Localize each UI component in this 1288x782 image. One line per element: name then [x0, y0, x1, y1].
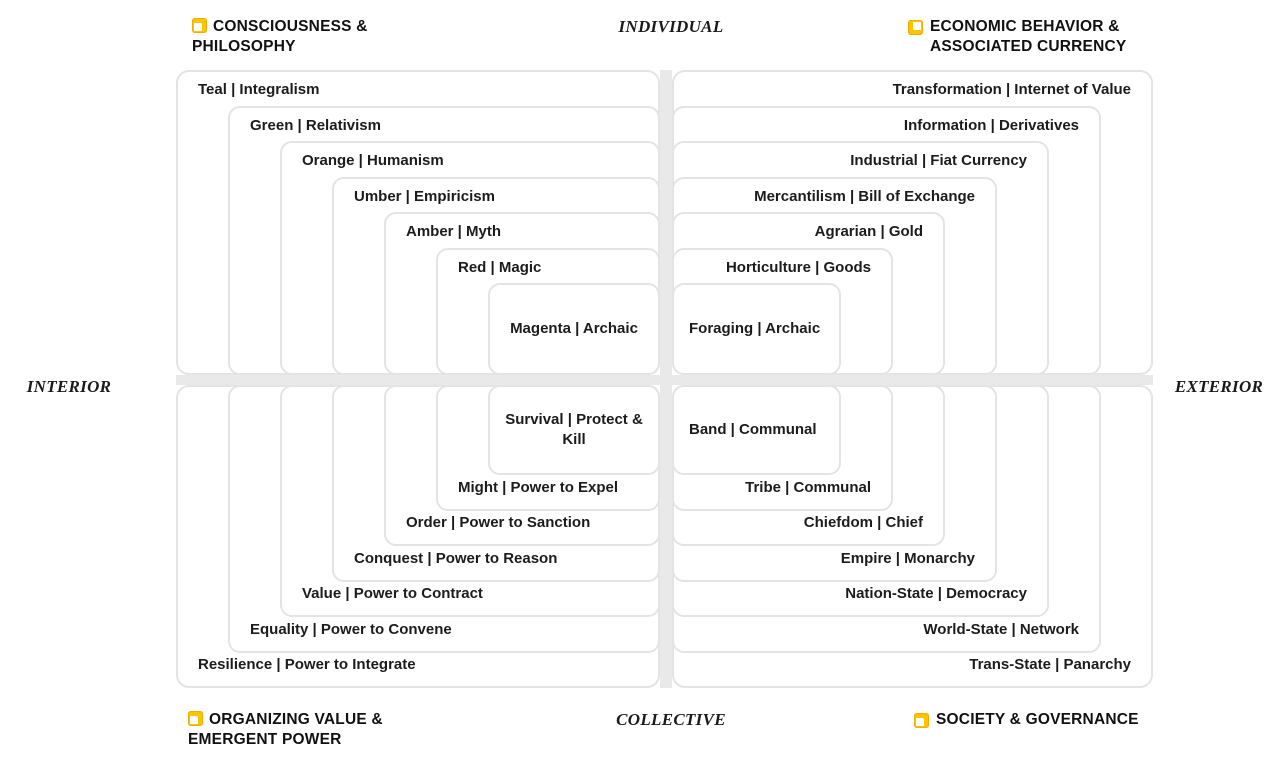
heading-society-governance: SOCIETY & GOVERNANCE [914, 710, 1174, 730]
level-label: Umber | Empiricism [354, 187, 495, 205]
axis-label-interior: INTERIOR [26, 377, 112, 396]
level-label: Resilience | Power to Integrate [198, 656, 416, 673]
level-box-survival: Survival | Protect & Kill [488, 385, 660, 475]
heading-economic-behavior: ECONOMIC BEHAVIOR & ASSOCIATED CURRENCY [908, 17, 1153, 57]
level-box-band: Band | Communal [672, 385, 841, 475]
heading-label: ORGANIZING VALUE & EMERGENT POWER [188, 711, 383, 748]
level-label: Mercantilism | Bill of Exchange [754, 187, 975, 205]
level-label: World-State | Network [923, 620, 1079, 638]
level-label: Chiefdom | Chief [803, 514, 923, 531]
axis-label-exterior: EXTERIOR [1174, 377, 1264, 396]
level-label: Magenta | Archaic [510, 320, 638, 337]
level-label: Band | Communal [689, 421, 817, 438]
heading-label: CONSCIOUSNESS & PHILOSOPHY [192, 18, 368, 55]
level-label: Conquest | Power to Reason [354, 549, 558, 567]
level-label: Tribe | Communal [745, 478, 871, 496]
quadrant-grid: Teal | Integralism Green | Relativism Or… [176, 70, 1153, 688]
level-box-foraging: Foraging | Archaic [672, 283, 841, 375]
axis-label-individual: INDIVIDUAL [618, 17, 724, 36]
level-label: Foraging | Archaic [689, 320, 821, 337]
level-box-magenta: Magenta | Archaic [488, 283, 660, 375]
level-label: Order | Power to Sanction [406, 514, 591, 531]
note-icon [914, 713, 929, 728]
level-label: Horticulture | Goods [725, 258, 871, 276]
note-icon [192, 18, 207, 33]
heading-organizing-value: ORGANIZING VALUE & EMERGENT POWER [188, 710, 408, 750]
heading-label: ECONOMIC BEHAVIOR & ASSOCIATED CURRENCY [930, 18, 1127, 55]
quadrant-upper-left: Teal | Integralism Green | Relativism Or… [176, 70, 660, 375]
level-label: Agrarian | Gold [814, 223, 923, 240]
level-label: Red | Magic [458, 258, 542, 276]
axis-label-collective: COLLECTIVE [616, 710, 726, 729]
level-label: Equality | Power to Convene [250, 620, 452, 638]
level-label: Nation-State | Democracy [845, 585, 1027, 602]
level-label: Orange | Humanism [302, 152, 444, 169]
level-label: Value | Power to Contract [302, 585, 483, 602]
level-label: Empire | Monarchy [840, 549, 975, 567]
quadrant-upper-right: Transformation | Internet of Value Infor… [672, 70, 1153, 375]
quadrant-lower-left: Resilience | Power to Integrate Equality… [176, 385, 660, 688]
level-label: Information | Derivatives [903, 116, 1079, 134]
note-icon [188, 711, 203, 726]
level-label: Industrial | Fiat Currency [850, 152, 1027, 169]
level-label: Amber | Myth [406, 223, 502, 240]
heading-consciousness-philosophy: CONSCIOUSNESS & PHILOSOPHY [192, 17, 407, 57]
level-label: Green | Relativism [250, 116, 381, 134]
level-label: Trans-State | Panarchy [969, 656, 1131, 673]
level-label: Teal | Integralism [198, 81, 320, 98]
level-label: Survival | Protect & Kill [505, 411, 643, 448]
heading-label: SOCIETY & GOVERNANCE [936, 711, 1139, 728]
level-label: Might | Power to Expel [458, 478, 619, 496]
level-label: Transformation | Internet of Value [892, 81, 1131, 98]
quadrant-lower-right: Trans-State | Panarchy World-State | Net… [672, 385, 1153, 688]
note-icon [908, 20, 923, 35]
